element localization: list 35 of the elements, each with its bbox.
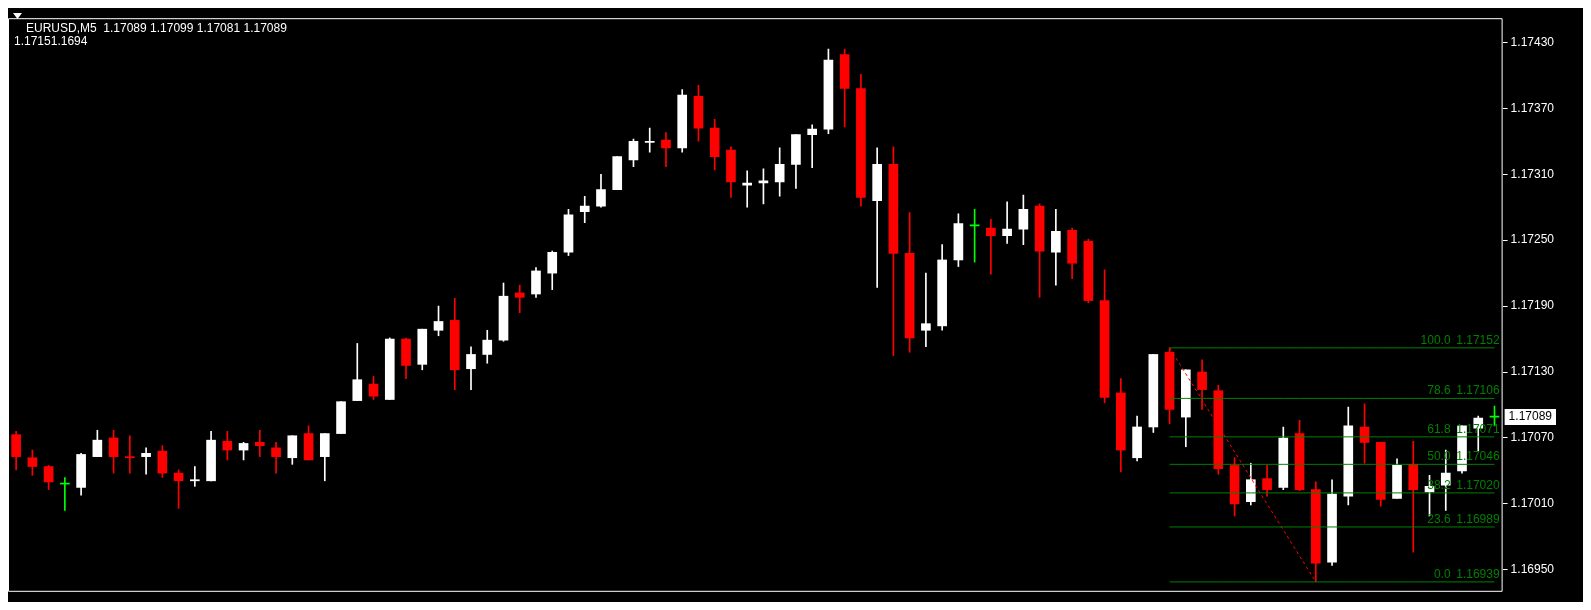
candlestick	[986, 218, 996, 275]
y-tick-label: 1.17190	[1510, 298, 1555, 313]
series-label: 100.0	[1420, 332, 1451, 347]
series-label: 78.6	[1427, 383, 1451, 398]
candlestick	[254, 429, 265, 457]
series-label: 0.0	[1433, 566, 1451, 581]
data-label: 1.17106	[1456, 383, 1500, 398]
candlestick	[579, 195, 590, 223]
series-label: 61.8	[1427, 421, 1451, 436]
text: 1.17089	[1508, 409, 1553, 424]
data-label: 1.17020	[1456, 477, 1500, 492]
data-label: 1.16989	[1456, 511, 1500, 526]
candlestick	[644, 127, 655, 153]
candlestick	[514, 284, 525, 314]
y-tick-label: 1.17070	[1510, 430, 1555, 445]
data-label: 1.17152	[1456, 332, 1500, 347]
candlestick	[125, 435, 135, 474]
chart-title: EURUSD,M5 1.17089 1.17099 1.17081 1.17089	[26, 21, 288, 36]
data-label: 1.16939	[1456, 566, 1500, 581]
candlestick	[921, 272, 931, 348]
y-tick-label: 1.17010	[1510, 496, 1555, 511]
candlestick	[190, 466, 200, 487]
y-tick-label: 1.17310	[1510, 166, 1555, 181]
y-tick-label: 1.16950	[1510, 562, 1555, 577]
y-tick-label: 1.17250	[1510, 232, 1555, 247]
candlestick	[742, 170, 753, 208]
y-tick-label: 1.17430	[1510, 34, 1555, 49]
candlestick	[661, 132, 671, 167]
candlestick	[141, 447, 151, 475]
candlestick	[1002, 201, 1012, 244]
candlestick	[807, 124, 817, 168]
y-tick-label: 1.17130	[1510, 364, 1555, 379]
text: 1.17151.1694	[14, 34, 88, 49]
y-tick-label: 1.17370	[1510, 100, 1555, 115]
series-label: 23.6	[1427, 511, 1451, 526]
